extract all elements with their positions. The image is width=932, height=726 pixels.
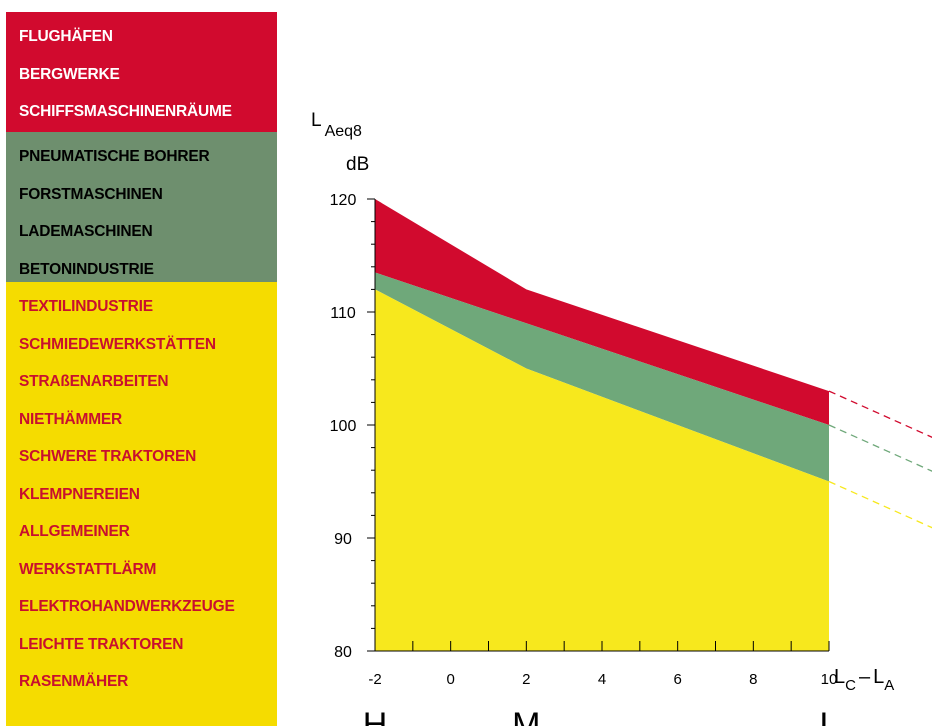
x-axis-title-sep: –: [859, 666, 871, 688]
legend-item: SCHWERE TRAKTOREN: [19, 448, 197, 465]
legend-item: WERKSTATTLÄRM: [19, 560, 157, 578]
x-axis-title-sub1: C: [845, 677, 856, 694]
y-tick-label: 110: [330, 305, 356, 322]
y-axis-title-sub: Aeq8: [325, 123, 362, 140]
legend-item: STRAßENARBEITEN: [19, 373, 169, 390]
x-tick-label: 8: [749, 671, 757, 688]
category-label: L: [820, 706, 839, 726]
legend-item: BETONINDUSTRIE: [19, 260, 154, 278]
legend-item: NIETHÄMMER: [19, 410, 123, 428]
extrapolation-line-1: [828, 390, 932, 438]
legend-band-1: [6, 12, 277, 132]
y-tick-label: 100: [330, 418, 357, 435]
x-tick-label: 6: [673, 671, 681, 688]
legend-band-2: [6, 132, 277, 282]
x-tick-label: -2: [368, 671, 381, 688]
legend-item: SCHIFFSMASCHINENRÄUME: [19, 103, 232, 120]
legend-item: RASENMÄHER: [19, 673, 129, 690]
category-label: H: [363, 706, 388, 726]
x-axis-title-main2: L: [873, 666, 884, 688]
y-axis-unit: dB: [346, 154, 369, 175]
y-tick-label: 80: [334, 644, 352, 661]
y-tick-label: 90: [334, 531, 352, 548]
y-tick-label: 120: [330, 192, 357, 209]
legend-item: LEICHTE TRAKTOREN: [19, 635, 184, 653]
legend-band-3: [6, 282, 277, 726]
legend-item: FLUGHÄFEN: [19, 28, 113, 45]
legend-item: LADEMASCHINEN: [19, 223, 153, 240]
category-label: M: [512, 706, 540, 726]
area-band-2: [375, 272, 829, 482]
y-axis-title-main: L: [311, 110, 322, 131]
area-band-1: [375, 199, 829, 425]
x-axis-title: LC – LA: [834, 666, 894, 694]
legend-item: TEXTILINDUSTRIE: [19, 298, 153, 315]
x-axis-title-main: L: [834, 666, 845, 688]
legend-item: PNEUMATISCHE BOHRER: [19, 148, 210, 165]
extrapolation-line-2: [828, 424, 932, 472]
legend-item: ELEKTROHANDWERKZEUGE: [19, 598, 235, 615]
area-band-3: [375, 289, 829, 651]
y-axis-title: LAeq8: [311, 110, 362, 140]
exposure-legend: FLUGHÄFEN BERGWERKE SCHIFFSMASCHINENRÄUME P…: [6, 12, 277, 726]
legend-item: KLEMPNEREIEN: [19, 485, 140, 503]
x-axis-title-sub2: A: [884, 677, 894, 694]
x-tick-label: 10: [821, 671, 838, 688]
x-tick-label: 2: [522, 671, 530, 688]
legend-item: BERGWERKE: [19, 65, 120, 83]
legend-item: FORSTMASCHINEN: [19, 185, 163, 203]
extrapolation-line-3: [828, 480, 932, 529]
legend-item: SCHMIEDEWERKSTÄTTEN: [19, 335, 216, 353]
legend-item: ALLGEMEINER: [19, 523, 130, 540]
x-tick-label: 4: [598, 671, 606, 688]
x-tick-label: 0: [446, 671, 454, 688]
